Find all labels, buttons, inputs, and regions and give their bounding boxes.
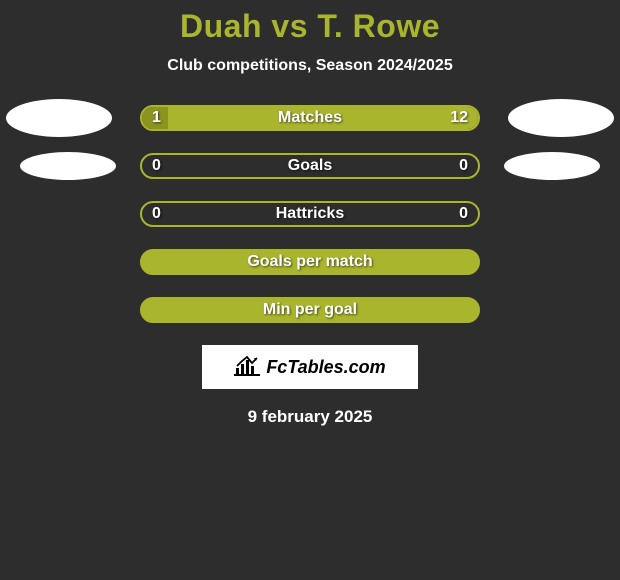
stat-bar: 0 0Hattricks xyxy=(140,201,480,227)
chart-icon xyxy=(234,354,260,381)
player-oval-right xyxy=(504,152,600,180)
stat-bar: 112Matches xyxy=(140,105,480,131)
player-oval-right xyxy=(508,99,614,137)
stat-bar: Min per goal xyxy=(140,297,480,323)
infographic-container: Duah vs T. Rowe Club competitions, Seaso… xyxy=(0,0,620,427)
stat-right-value: 0 xyxy=(459,157,468,175)
stat-row: Goals per match xyxy=(0,249,620,275)
stat-right-value: 0 xyxy=(459,205,468,223)
stat-bar: Goals per match xyxy=(140,249,480,275)
player-oval-left xyxy=(20,152,116,180)
stat-label: Hattricks xyxy=(142,205,478,223)
logo-box: FcTables.com xyxy=(202,345,418,389)
player-oval-left xyxy=(6,99,112,137)
stat-label: Goals xyxy=(142,157,478,175)
bar-fill-right xyxy=(168,107,478,129)
stat-left-value: 1 xyxy=(152,109,161,127)
stat-right-value: 12 xyxy=(450,109,468,127)
stat-label: Min per goal xyxy=(142,301,478,319)
stat-left-value: 0 xyxy=(152,205,161,223)
stat-row: 112Matches xyxy=(0,105,620,131)
stat-row: 0 0Goals xyxy=(0,153,620,179)
footer-date: 9 february 2025 xyxy=(0,407,620,427)
subtitle: Club competitions, Season 2024/2025 xyxy=(0,57,620,75)
stat-rows: 112Matches00Goals00HattricksGoals per ma… xyxy=(0,105,620,323)
stat-label: Goals per match xyxy=(142,253,478,271)
page-title: Duah vs T. Rowe xyxy=(0,8,620,45)
stat-row: Min per goal xyxy=(0,297,620,323)
logo-text: FcTables.com xyxy=(266,357,385,378)
stat-row: 0 0Hattricks xyxy=(0,201,620,227)
stat-left-value: 0 xyxy=(152,157,161,175)
stat-bar: 0 0Goals xyxy=(140,153,480,179)
